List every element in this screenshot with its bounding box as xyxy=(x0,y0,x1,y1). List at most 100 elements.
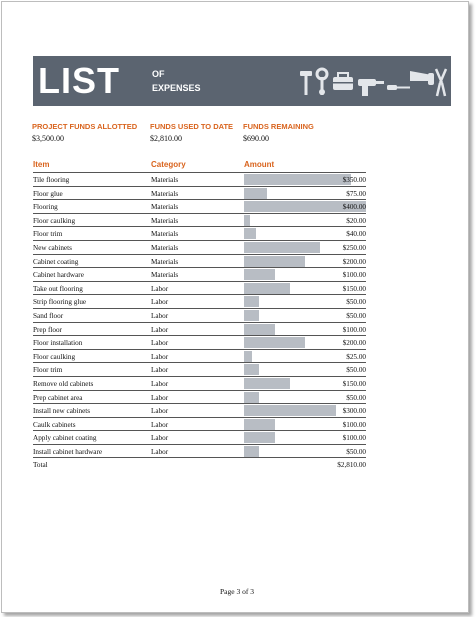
table-row: Tile flooring Materials $350.00 xyxy=(33,173,366,187)
amount-bar xyxy=(244,391,260,403)
row-category: Materials xyxy=(151,176,179,184)
toolbox-icon xyxy=(333,72,353,90)
total-amount: $2,810.00 xyxy=(337,461,366,470)
hammer-icon xyxy=(300,71,312,95)
table-row: Sand floor Labor $50.00 xyxy=(33,309,366,323)
row-category: Labor xyxy=(151,366,169,375)
amount-bar xyxy=(244,309,260,321)
row-amount: $100.00 xyxy=(342,271,366,280)
amount-bar xyxy=(244,214,251,226)
table-row: Flooring Materials $400.00 xyxy=(33,200,366,214)
amount-bar xyxy=(244,337,305,349)
row-amount: $250.00 xyxy=(342,243,366,252)
header-amount: Amount xyxy=(244,160,275,169)
row-item: Install new cabinets xyxy=(33,407,91,416)
row-category: Materials xyxy=(151,243,179,252)
row-item: Floor installation xyxy=(33,339,83,348)
row-amount: $50.00 xyxy=(346,298,366,307)
screwdriver-icon xyxy=(387,85,410,90)
table-row: Prep floor Labor $100.00 xyxy=(33,323,366,337)
table-row: Caulk cabinets Labor $100.00 xyxy=(33,418,366,432)
saw-icon xyxy=(410,71,434,85)
row-amount: $400.00 xyxy=(342,203,366,212)
row-amount: $40.00 xyxy=(346,230,366,239)
row-category: Labor xyxy=(151,420,169,429)
page-number: Page 3 of 3 xyxy=(220,587,254,596)
amount-bar-track xyxy=(244,377,366,389)
row-amount: $350.00 xyxy=(342,176,366,184)
row-item: Prep cabinet area xyxy=(33,393,83,402)
funds-used-label: FUNDS USED TO DATE xyxy=(150,122,234,131)
amount-bar xyxy=(244,377,290,389)
amount-bar xyxy=(244,296,260,308)
header-item: Item xyxy=(33,160,50,169)
row-amount: $25.00 xyxy=(346,352,366,361)
banner-title: LIST xyxy=(38,60,120,101)
table-row: Cabinet coating Materials $200.00 xyxy=(33,255,366,269)
row-category: Materials xyxy=(151,189,179,198)
table-row: Apply cabinet coating Labor $100.00 xyxy=(33,431,366,445)
row-category: Materials xyxy=(151,216,179,225)
table-row: Floor caulking Labor $25.00 xyxy=(33,350,366,364)
amount-bar xyxy=(244,418,275,430)
amount-bar xyxy=(244,432,275,444)
row-amount: $75.00 xyxy=(346,189,366,198)
expenses-table: Item Category Amount Tile flooring Materi… xyxy=(33,160,366,471)
row-category: Labor xyxy=(151,284,169,293)
row-category: Materials xyxy=(151,230,179,239)
amount-bar-track xyxy=(244,296,366,308)
amount-bar-track xyxy=(244,201,366,213)
total-label: Total xyxy=(33,461,48,470)
row-amount: $50.00 xyxy=(346,366,366,375)
table-row: Take out flooring Labor $150.00 xyxy=(33,282,366,296)
row-item: Sand floor xyxy=(33,311,64,320)
row-amount: $150.00 xyxy=(342,379,366,388)
row-amount: $50.00 xyxy=(346,393,366,402)
banner-subtitle-line1: OF xyxy=(152,69,165,79)
total-row: Total $2,810.00 xyxy=(33,458,366,471)
row-item: Strip flooring glue xyxy=(33,298,87,307)
table-row: Install new cabinets Labor $300.00 xyxy=(33,404,366,418)
row-category: Labor xyxy=(151,325,169,334)
row-category: Labor xyxy=(151,339,169,348)
row-amount: $200.00 xyxy=(342,339,366,348)
amount-bar-track xyxy=(244,350,366,362)
amount-bar xyxy=(244,282,290,294)
amount-bar-track xyxy=(244,282,366,294)
table-row: New cabinets Materials $250.00 xyxy=(33,241,366,255)
amount-bar xyxy=(244,364,260,376)
row-amount: $100.00 xyxy=(342,325,366,334)
amount-bar xyxy=(244,187,267,199)
amount-bar xyxy=(244,255,305,267)
row-category: Labor xyxy=(151,447,169,456)
row-category: Materials xyxy=(151,203,179,212)
amount-bar-track xyxy=(244,309,366,321)
table-row: Prep cabinet area Labor $50.00 xyxy=(33,391,366,405)
funds-remaining-label: FUNDS REMAINING xyxy=(243,122,314,131)
amount-bar xyxy=(244,241,321,253)
row-amount: $50.00 xyxy=(346,311,366,320)
tools-illustration xyxy=(300,67,448,97)
funds-used-value: $2,810.00 xyxy=(150,134,182,143)
wrench-icon xyxy=(315,67,329,95)
table-header: Item Category Amount xyxy=(33,160,366,173)
row-amount: $20.00 xyxy=(346,216,366,225)
amount-bar xyxy=(244,228,257,240)
amount-bar xyxy=(244,405,336,417)
amount-bar-track xyxy=(244,445,366,457)
table-body: Tile flooring Materials $350.00 Floor glue M… xyxy=(33,173,366,459)
amount-bar-track xyxy=(244,337,366,349)
row-category: Materials xyxy=(151,257,179,266)
amount-bar xyxy=(244,269,275,281)
table-row: Strip flooring glue Labor $50.00 xyxy=(33,295,366,309)
amount-bar-track xyxy=(244,214,366,226)
amount-bar-track xyxy=(244,391,366,403)
header-category: Category xyxy=(151,160,186,169)
funds-allotted-value: $3,500.00 xyxy=(32,134,64,143)
row-item: Apply cabinet coating xyxy=(33,434,97,443)
table-row: Floor glue Materials $75.00 xyxy=(33,187,366,201)
drill-icon xyxy=(358,79,384,96)
amount-bar-track xyxy=(244,323,366,335)
row-item: Install cabinet hardware xyxy=(33,447,103,456)
amount-bar-track xyxy=(244,174,366,185)
